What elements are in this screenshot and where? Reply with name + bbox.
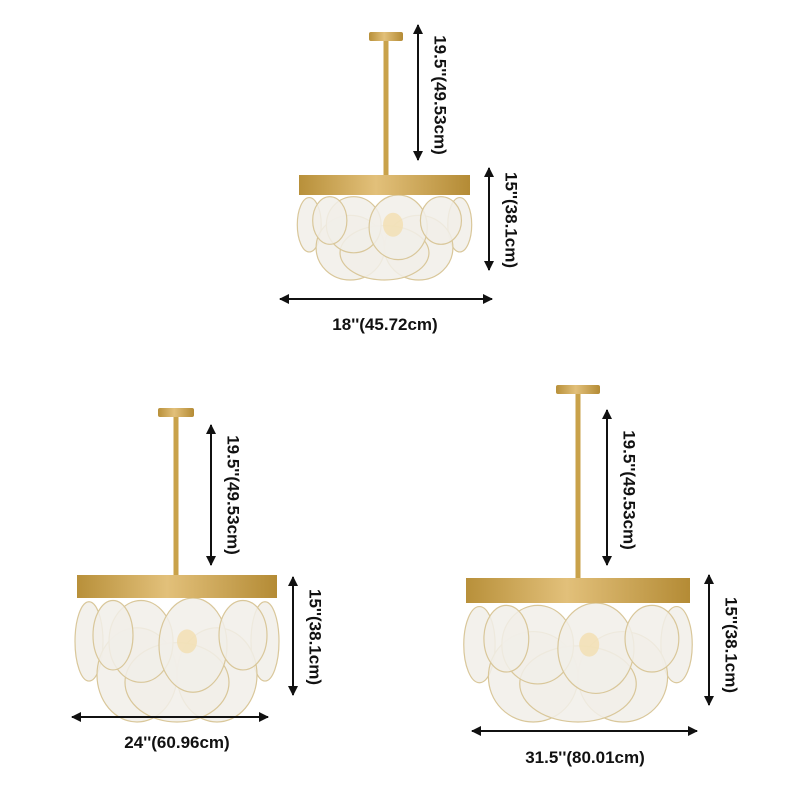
down-rod: [173, 417, 179, 575]
ceiling-canopy: [556, 385, 600, 394]
bulb-glow: [177, 629, 197, 654]
glass-discs: [463, 602, 693, 723]
body-height-label: 15''(38.1cm): [306, 589, 325, 685]
width-label: 24''(60.96cm): [124, 733, 229, 752]
glass-disc: [312, 196, 348, 245]
glass-discs: [74, 597, 280, 723]
brass-band: [466, 578, 690, 603]
bulb-glow: [383, 212, 404, 237]
height-label: 19.5''(49.53cm): [431, 35, 450, 155]
lamp-3: 19.5''(49.53cm) 15''(38.1cm) 31.5''(80.01c…: [463, 385, 741, 767]
bulb-glow: [579, 632, 600, 657]
height-label: 19.5''(49.53cm): [224, 435, 243, 555]
glass-disc: [92, 599, 134, 671]
ceiling-canopy: [369, 32, 403, 41]
width-label: 18''(45.72cm): [332, 315, 437, 334]
down-rod: [575, 394, 581, 578]
ceiling-canopy: [158, 408, 194, 417]
brass-band: [299, 175, 470, 195]
body-height-label: 15''(38.1cm): [502, 172, 521, 268]
width-label: 31.5''(80.01cm): [525, 748, 645, 767]
glass-disc: [624, 604, 680, 673]
glass-disc: [483, 604, 530, 673]
lamp-1: 19.5''(49.53cm) 15''(38.1cm) 18''(45.72cm): [279, 24, 521, 334]
glass-disc: [218, 599, 268, 671]
glass-disc: [419, 196, 463, 245]
glass-discs: [296, 194, 473, 281]
body-height-label: 15''(38.1cm): [722, 597, 741, 693]
lamp-2: 19.5''(49.53cm) 15''(38.1cm) 24''(60.96cm): [71, 408, 325, 752]
down-rod: [383, 41, 389, 175]
height-label: 19.5''(49.53cm): [620, 430, 639, 550]
brass-band: [77, 575, 277, 598]
